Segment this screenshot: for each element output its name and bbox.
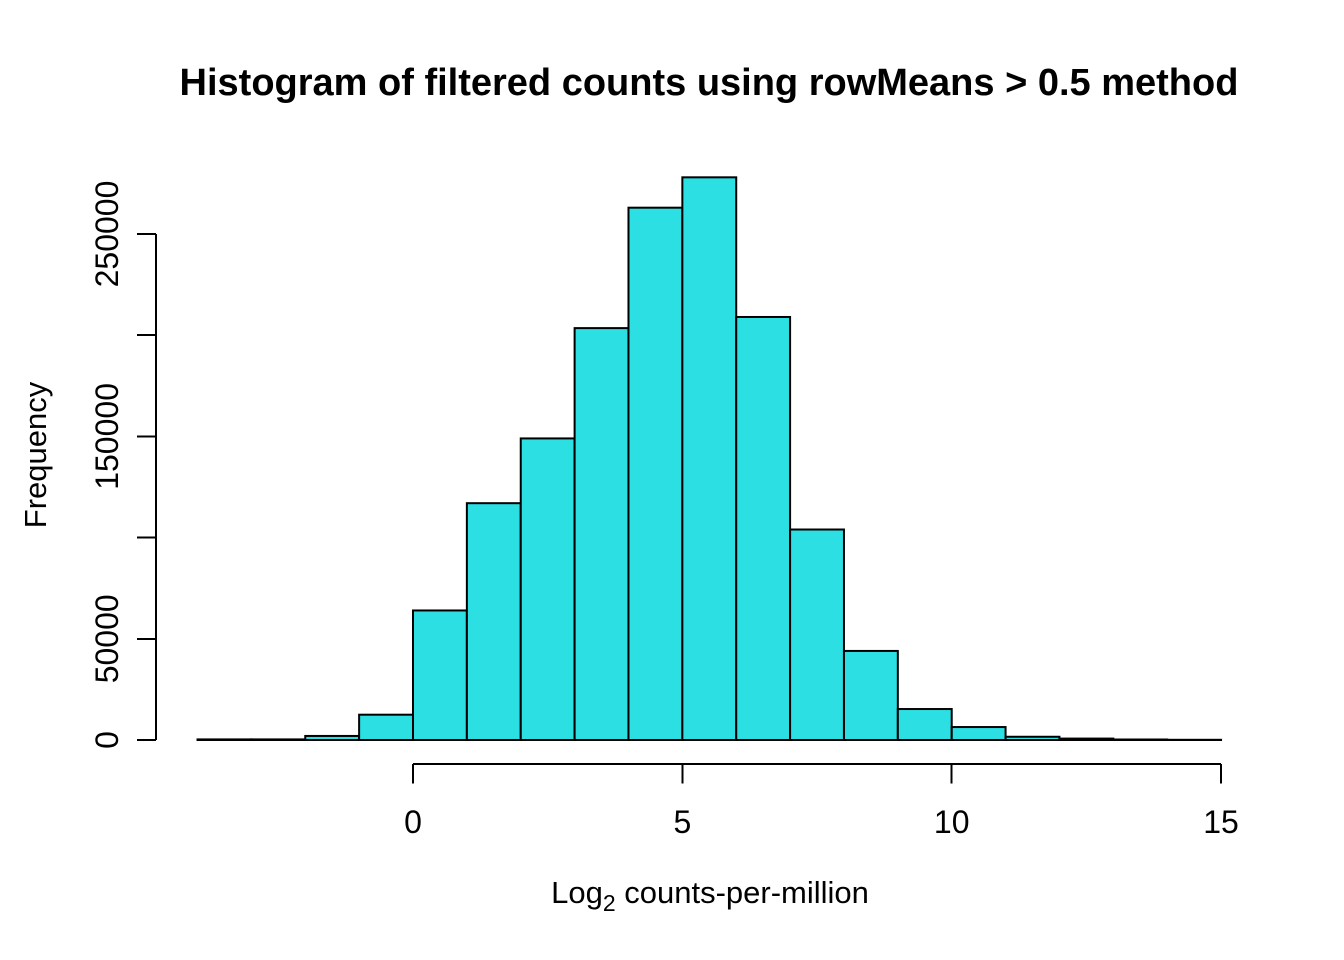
histogram-bar	[412, 609, 468, 741]
y-tick-label: 50000	[89, 594, 125, 683]
x-tick-label: 10	[934, 804, 970, 840]
x-axis-title-subscript: 2	[603, 890, 616, 916]
histogram-bar	[519, 437, 576, 741]
histogram-bar	[896, 708, 953, 741]
histogram-bar	[681, 176, 738, 741]
y-axis: 0 50000 150000 250000	[89, 181, 157, 749]
x-tick-label: 5	[673, 804, 691, 840]
y-axis-title: Frequency	[18, 381, 53, 528]
y-tick-label: 0	[89, 731, 125, 749]
x-tick-label: 15	[1203, 804, 1239, 840]
histogram-bar	[250, 738, 307, 742]
histogram-bar	[627, 206, 684, 742]
histogram-bar	[735, 315, 792, 741]
x-axis-title-rest: counts-per-million	[616, 875, 869, 910]
histogram-bar	[789, 528, 845, 742]
x-tick-label: 0	[404, 804, 422, 840]
histogram-bar	[1004, 735, 1061, 741]
x-axis-title: Log2 counts-per-million	[551, 875, 869, 916]
y-tick-label: 250000	[89, 181, 125, 288]
histogram-bar	[465, 502, 522, 741]
chart-title: Histogram of filtered counts using rowMe…	[180, 62, 1239, 104]
histogram-bars	[196, 176, 1223, 742]
histogram-bar	[1112, 738, 1169, 742]
histogram-bar	[304, 734, 361, 742]
x-axis-title-prefix: Log	[551, 875, 603, 910]
histogram-bar	[196, 738, 253, 742]
histogram-bar	[573, 327, 630, 741]
histogram-bar	[358, 713, 415, 742]
x-axis: 0 5 10 15	[404, 763, 1239, 840]
y-tick-label: 150000	[89, 383, 125, 490]
histogram-bar	[842, 649, 899, 741]
histogram-bar	[950, 726, 1007, 741]
histogram-bar	[1058, 737, 1115, 741]
